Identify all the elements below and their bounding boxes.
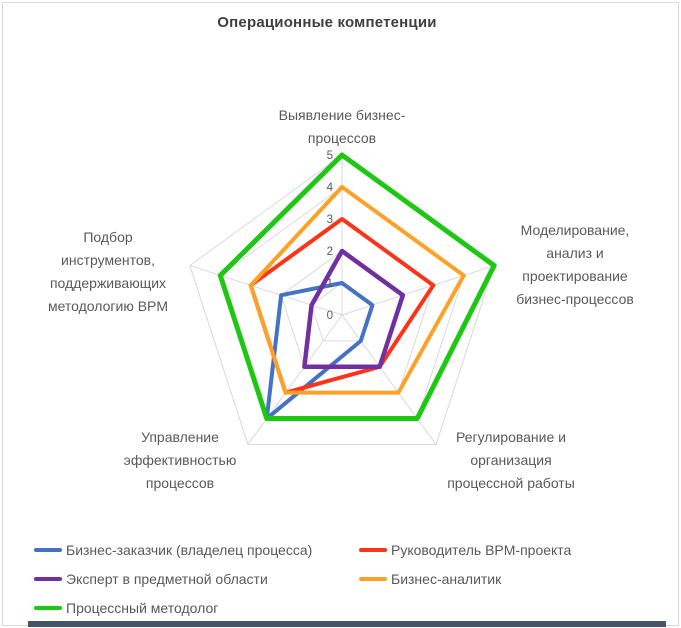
axis-spoke-2	[341, 314, 437, 445]
legend-item-bpm-project-lead[interactable]: Руководитель BPM-проекта	[359, 542, 571, 558]
chart-title: Операционные компетенции	[217, 14, 437, 31]
bottom-edge-bar	[28, 621, 666, 627]
legend-item-process-methodologist[interactable]: Процессный методолог	[34, 600, 218, 616]
legend-swatch-purple	[34, 577, 62, 581]
legend-swatch-blue	[34, 548, 62, 552]
legend-swatch-red	[359, 548, 387, 552]
series-polygon-4	[217, 152, 497, 422]
legend-swatch-green	[34, 606, 62, 610]
tick-label-3: 3	[327, 214, 333, 226]
tick-label-4: 4	[327, 182, 334, 194]
legend-label: Бизнес-заказчик (владелец процесса)	[66, 542, 313, 558]
legend-label: Бизнес-аналитик	[391, 571, 502, 587]
axis-label-efficiency: Управление эффективностью процессов	[123, 429, 237, 491]
axis-spoke-4	[189, 265, 343, 316]
tick-label-2: 2	[327, 246, 333, 258]
legend-label: Процессный методолог	[66, 600, 219, 616]
tick-label-0: 0	[327, 310, 333, 322]
legend-item-domain-expert[interactable]: Эксперт в предметной области	[34, 571, 268, 587]
legend-swatch-orange	[359, 577, 387, 581]
tick-label-5: 5	[327, 150, 333, 162]
axis-label-modeling: Моделирование, анализ и проектирование б…	[516, 222, 634, 307]
legend-label: Руководитель BPM-проекта	[391, 542, 572, 558]
legend-label: Эксперт в предметной области	[66, 571, 268, 587]
axis-label-identification: Выявление бизнес- процессов	[278, 107, 406, 146]
series-polygon-3	[248, 185, 466, 395]
axis-label-regulation: Регулирование и организация процессной р…	[447, 429, 575, 491]
series-polygon-1	[248, 217, 436, 395]
legend-item-business-customer[interactable]: Бизнес-заказчик (владелец процесса)	[34, 542, 312, 558]
axis-spoke-3	[247, 314, 343, 445]
series-polygon-0	[264, 281, 375, 421]
axis-spoke-1	[341, 265, 495, 316]
tick-label-1: 1	[327, 278, 333, 290]
axis-label-tools: Подбор инструментов, поддерживающих мето…	[47, 229, 169, 314]
series-polygon-2	[302, 248, 406, 370]
legend-item-business-analyst[interactable]: Бизнес-аналитик	[359, 571, 501, 587]
